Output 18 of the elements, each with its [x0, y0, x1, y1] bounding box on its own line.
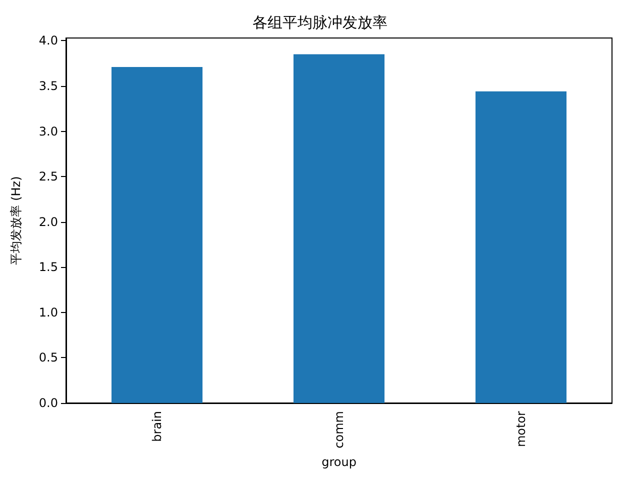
y-tick-label: 1.0 — [38, 305, 58, 320]
bar — [294, 54, 384, 403]
chart-title: 各组平均脉冲发放率 — [252, 14, 388, 32]
x-axis-title: group — [322, 455, 356, 470]
y-tick-label: 3.0 — [38, 124, 58, 138]
y-tick-label: 0.0 — [38, 396, 58, 410]
y-tick-label: 0.5 — [38, 350, 58, 365]
y-tick-label: 1.5 — [38, 260, 58, 274]
x-tick-label: brain — [150, 411, 164, 442]
y-tick-label: 2.0 — [38, 214, 58, 229]
y-axis-title: 平均发放率 (Hz) — [9, 176, 23, 265]
y-tick-label: 2.5 — [38, 170, 58, 184]
bar — [476, 91, 566, 403]
x-tick-label: motor — [514, 410, 528, 448]
y-tick-label: 3.5 — [38, 79, 58, 94]
bar — [112, 66, 202, 403]
y-tick-label: 4.0 — [38, 34, 58, 48]
x-tick-label: comm — [332, 411, 346, 448]
